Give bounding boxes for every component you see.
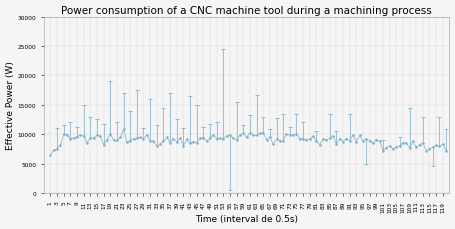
Y-axis label: Effective Power (W): Effective Power (W): [5, 61, 15, 150]
X-axis label: Time (interval de 0.5s): Time (interval de 0.5s): [195, 215, 298, 224]
Title: Power consumption of a CNC machine tool during a machining process: Power consumption of a CNC machine tool …: [61, 5, 432, 16]
